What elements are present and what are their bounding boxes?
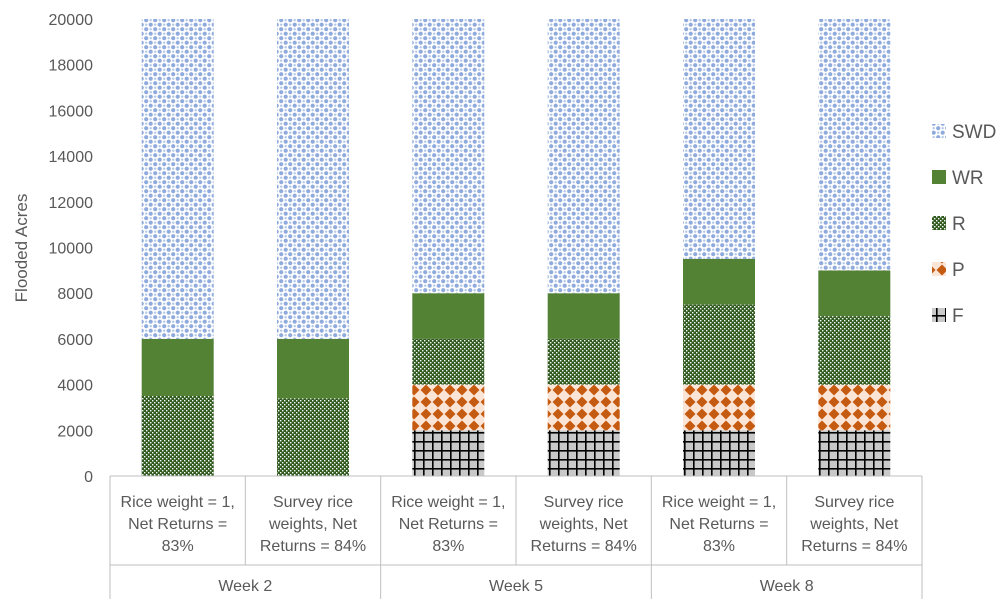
bar-segment-swd — [141, 19, 214, 339]
legend-label-wr: WR — [952, 168, 984, 189]
category-label-line: weights, Net — [809, 516, 899, 533]
category-label: Survey rice weights, Net Returns = 84% — [801, 494, 907, 555]
bar-segment-wr — [547, 293, 620, 339]
bar-segment-r — [412, 338, 485, 385]
category-label-line: Rice weight = 1, — [121, 494, 235, 511]
bar-segment-wr — [141, 338, 214, 396]
bar-segment-wr — [683, 258, 755, 305]
category-label-line: weights, Net — [539, 516, 629, 533]
category-label-line: Returns = 84% — [260, 538, 366, 555]
group-label: Week 2 — [218, 578, 272, 595]
group-label: Week 5 — [489, 578, 543, 595]
legend-label-r: R — [952, 214, 966, 235]
legend-swatch-swd — [932, 124, 946, 138]
bar-segment-wr — [277, 338, 349, 399]
bar-segment-r — [818, 316, 891, 385]
bar-segment-p — [683, 384, 755, 431]
category-label: Rice weight = 1, Net Returns = 83% — [662, 494, 776, 555]
y-tick-label: 18000 — [49, 58, 94, 75]
bar-segment-f — [412, 430, 485, 476]
bars — [141, 19, 891, 476]
legend-swatch-f — [932, 308, 946, 322]
category-label: Survey rice weights, Net Returns = 84% — [531, 494, 637, 555]
x-axis: Week 2 Week 5 Week 8 Rice weight = 1, Net Re… — [109, 475, 923, 599]
legend-swatch-p — [932, 262, 946, 276]
bar-segment-swd — [412, 19, 485, 294]
bar-segment-swd — [547, 19, 620, 294]
legend: SWD WR R P F — [932, 122, 996, 327]
category-label-line: 83% — [432, 538, 464, 555]
y-axis-ticks: 0 2000 4000 6000 8000 10000 12000 14000 16000 180… — [49, 12, 94, 486]
legend-label-p: P — [952, 260, 965, 281]
bar-segment-f — [818, 430, 891, 476]
y-tick-label: 8000 — [57, 286, 93, 303]
bar-segment-r — [277, 398, 349, 476]
y-axis-label-group: Flooded Acres — [12, 194, 31, 303]
category-label-line: Rice weight = 1, — [662, 494, 776, 511]
legend-label-swd: SWD — [952, 122, 996, 143]
category-label-line: Survey rice — [544, 494, 624, 511]
bar-segment-wr — [412, 293, 485, 339]
bar-segment-r — [141, 396, 214, 476]
bar-segment-swd — [818, 19, 891, 271]
category-label-line: 83% — [703, 538, 735, 555]
legend-label-f: F — [952, 306, 964, 327]
y-tick-label: 20000 — [49, 12, 94, 29]
y-tick-label: 12000 — [49, 195, 94, 212]
category-label: Rice weight = 1, Net Returns = 83% — [391, 494, 505, 555]
category-label-line: 83% — [162, 538, 194, 555]
category-label: Survey rice weights, Net Returns = 84% — [260, 494, 366, 555]
bar-segment-p — [412, 384, 485, 431]
bar-segment-wr — [818, 270, 891, 317]
bar-segment-p — [547, 384, 620, 431]
bar-segment-r — [547, 338, 620, 385]
category-label-line: Returns = 84% — [531, 538, 637, 555]
category-label-line: Returns = 84% — [801, 538, 907, 555]
category-label-line: Survey rice — [273, 494, 353, 511]
category-label-line: Rice weight = 1, — [391, 494, 505, 511]
y-tick-label: 0 — [84, 469, 93, 486]
category-label-line: Net Returns = — [128, 516, 227, 533]
bar-segment-f — [547, 430, 620, 476]
y-tick-label: 10000 — [49, 241, 94, 258]
legend-swatch-wr — [932, 170, 946, 184]
bar-segment-p — [818, 384, 891, 431]
category-label-line: Net Returns = — [399, 516, 498, 533]
bar-segment-r — [683, 304, 755, 385]
y-tick-label: 6000 — [57, 332, 93, 349]
bar-segment-f — [683, 430, 755, 476]
category-label-line: Survey rice — [814, 494, 894, 511]
group-label: Week 8 — [760, 578, 814, 595]
y-tick-label: 2000 — [57, 423, 93, 440]
y-tick-label: 16000 — [49, 103, 94, 120]
legend-swatch-r — [932, 216, 946, 230]
category-label: Rice weight = 1, Net Returns = 83% — [121, 494, 235, 555]
y-tick-label: 14000 — [49, 149, 94, 166]
bar-segment-swd — [277, 19, 349, 339]
y-tick-label: 4000 — [57, 378, 93, 395]
category-label-line: Net Returns = — [669, 516, 768, 533]
bar-segment-swd — [683, 19, 755, 259]
y-axis-label: Flooded Acres — [12, 194, 31, 303]
category-label-line: weights, Net — [268, 516, 358, 533]
